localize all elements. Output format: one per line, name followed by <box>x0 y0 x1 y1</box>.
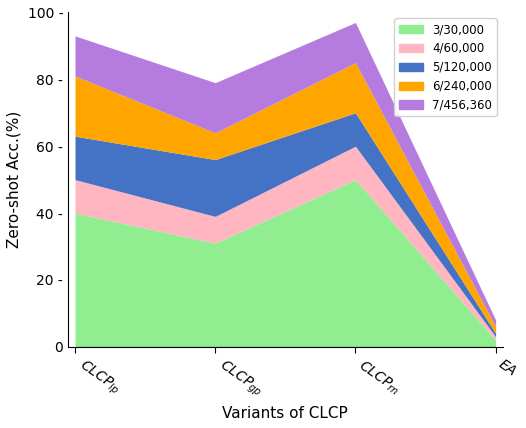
X-axis label: Variants of CLCP: Variants of CLCP <box>222 406 348 421</box>
Legend: 3/30,000, 4/60,000, 5/120,000, 6/240,000, 7/456,360: 3/30,000, 4/60,000, 5/120,000, 6/240,000… <box>394 18 497 116</box>
Y-axis label: Zero-shot Acc.(%): Zero-shot Acc.(%) <box>7 111 22 248</box>
